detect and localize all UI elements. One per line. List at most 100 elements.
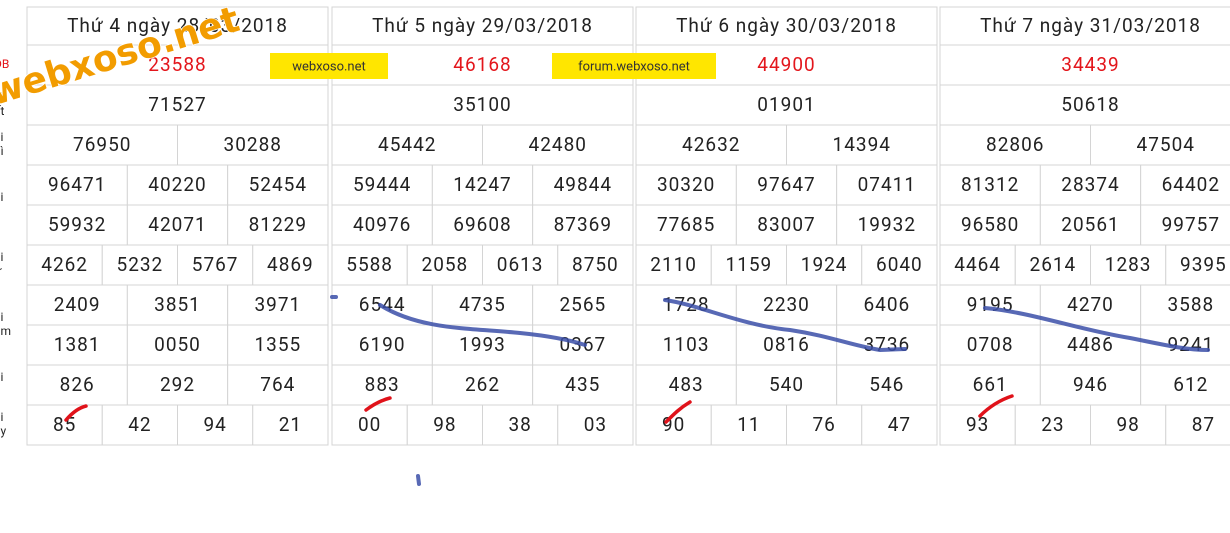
prize-number: 76 xyxy=(812,413,835,436)
prize-number: 8750 xyxy=(572,253,619,276)
prize-number: 94 xyxy=(203,413,226,436)
cell xyxy=(482,404,559,446)
watermark-box: forum.webxoso.net xyxy=(552,53,716,79)
prize-number: 5588 xyxy=(346,253,393,276)
pen-stroke xyxy=(983,306,1210,352)
prize-number: 1924 xyxy=(801,253,848,276)
prize-number: 19932 xyxy=(858,213,916,236)
watermark-box: webxoso.net xyxy=(270,53,388,79)
prize-number: 97647 xyxy=(757,173,815,196)
cell xyxy=(126,284,229,326)
cell xyxy=(126,204,229,246)
prize-number: 93 xyxy=(966,413,989,436)
watermark-text: forum.webxoso.net xyxy=(578,59,690,74)
cell xyxy=(26,324,128,366)
cell xyxy=(939,124,1091,166)
prize-number: 4486 xyxy=(1067,333,1114,356)
prize-number: 0050 xyxy=(154,333,201,356)
cell xyxy=(482,244,559,286)
prize-number: 3736 xyxy=(863,333,910,356)
prize-number: 00 xyxy=(358,413,381,436)
prize-number: 661 xyxy=(973,373,1008,396)
cell xyxy=(126,364,229,406)
pen-stroke xyxy=(330,295,587,347)
prize-number: 01901 xyxy=(757,93,815,116)
cell xyxy=(126,164,229,206)
prize-number: 21 xyxy=(279,413,302,436)
cell xyxy=(635,364,737,406)
prize-number: 52454 xyxy=(249,173,307,196)
special-prize: 46168 xyxy=(453,53,511,76)
cell xyxy=(482,124,634,166)
prize-number: 42 xyxy=(128,413,151,436)
cell xyxy=(406,404,483,446)
prize-number: 87 xyxy=(1192,413,1215,436)
cell xyxy=(252,244,329,286)
prize-number: 03 xyxy=(584,413,607,436)
cell xyxy=(1090,124,1230,166)
cell xyxy=(532,204,634,246)
prize-number: 87369 xyxy=(554,213,612,236)
cell xyxy=(1090,404,1167,446)
row-label: ảiảy xyxy=(0,410,6,438)
cell xyxy=(939,164,1041,206)
header-cell xyxy=(939,6,1230,46)
prize-number: 0613 xyxy=(497,253,544,276)
prize-number: 49844 xyxy=(554,173,612,196)
header-cell xyxy=(26,6,329,46)
prize-number: 59932 xyxy=(48,213,106,236)
prize-number: 262 xyxy=(465,373,500,396)
prize-number: 96580 xyxy=(961,213,1019,236)
cell xyxy=(1165,244,1230,286)
cell xyxy=(786,404,863,446)
prize-number: 07411 xyxy=(858,173,916,196)
cell xyxy=(786,244,863,286)
prize-number: 1993 xyxy=(459,333,506,356)
prize-number: 946 xyxy=(1073,373,1108,396)
cell xyxy=(939,324,1041,366)
row-label: ảia xyxy=(0,190,4,218)
prize-number: 6190 xyxy=(359,333,406,356)
prize-number: 82806 xyxy=(986,133,1044,156)
cell xyxy=(939,244,1016,286)
prize-number: 47504 xyxy=(1137,133,1195,156)
cell xyxy=(1039,364,1142,406)
prize-number: 40220 xyxy=(148,173,206,196)
prize-number: 28374 xyxy=(1061,173,1119,196)
prize-number: 2110 xyxy=(650,253,697,276)
prize-number: 1159 xyxy=(726,253,773,276)
prize-number: 11 xyxy=(737,413,760,436)
prize-number: 0708 xyxy=(967,333,1014,356)
cell xyxy=(227,164,329,206)
cell xyxy=(861,244,938,286)
prize-number: 9395 xyxy=(1180,253,1227,276)
prize-number: 5767 xyxy=(192,253,239,276)
prize-number: 40976 xyxy=(353,213,411,236)
cell xyxy=(1140,204,1230,246)
prize-number: 0816 xyxy=(763,333,810,356)
row-labels: DB ảiất ảihì ảia ảiư ảiăm ảiu ảiảy xyxy=(0,57,11,438)
prize-number: 38 xyxy=(508,413,531,436)
cell xyxy=(1014,404,1091,446)
prize-number: 85 xyxy=(53,413,76,436)
prize-number: 546 xyxy=(869,373,904,396)
table-title: Thứ 7 ngày 31/03/2018 xyxy=(980,14,1201,37)
prize-number: 98 xyxy=(433,413,456,436)
cell xyxy=(532,164,634,206)
prize-number: 59444 xyxy=(353,173,411,196)
pen-stroke xyxy=(416,474,421,486)
prize-number: 1283 xyxy=(1105,253,1152,276)
row-label: ảihì xyxy=(0,130,4,158)
result-table: Thứ 4 ngày 28/03/2018 23588 71527 76950 3028… xyxy=(26,6,329,446)
cell xyxy=(1039,204,1142,246)
prize-number: 81229 xyxy=(249,213,307,236)
prize-number: 47 xyxy=(888,413,911,436)
prize-number: 45442 xyxy=(378,133,436,156)
cell xyxy=(331,244,408,286)
table-title: Thứ 4 ngày 28/03/2018 xyxy=(67,14,288,37)
prize-number: 42071 xyxy=(148,213,206,236)
cell xyxy=(177,404,254,446)
pen-stroke xyxy=(663,298,907,353)
prize-number: 2230 xyxy=(763,293,810,316)
cell xyxy=(431,164,534,206)
